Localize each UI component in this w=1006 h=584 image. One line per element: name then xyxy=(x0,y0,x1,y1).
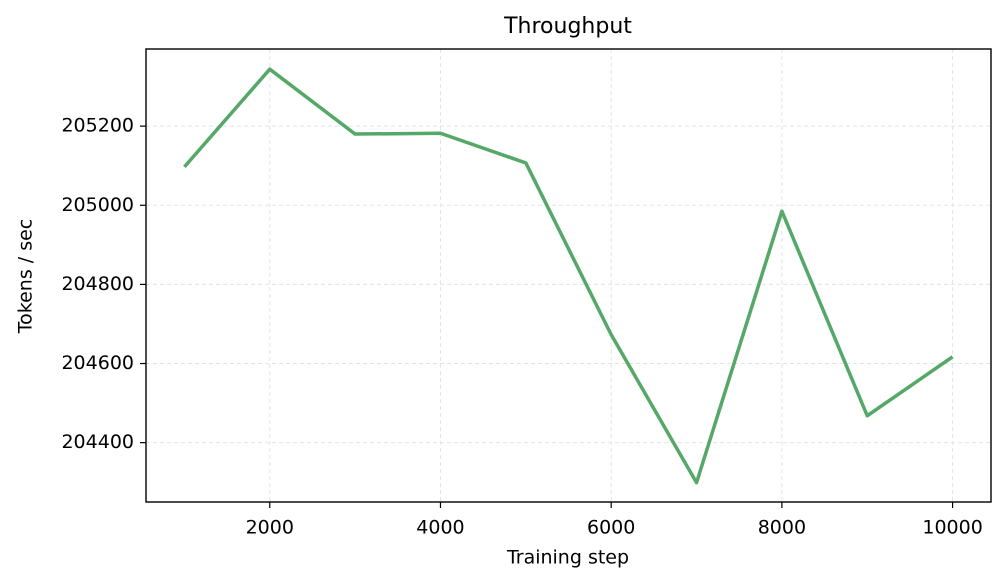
x-tick-label: 4000 xyxy=(416,517,464,539)
x-tick-label: 2000 xyxy=(246,517,294,539)
x-tick-label: 6000 xyxy=(587,517,635,539)
y-tick-label: 204600 xyxy=(61,352,134,374)
y-tick-label: 204800 xyxy=(61,273,134,295)
plot-frame xyxy=(145,48,992,503)
x-axis-label: Training step xyxy=(506,547,629,569)
chart-title: Throughput xyxy=(503,14,632,39)
x-tick-label: 8000 xyxy=(758,517,806,539)
x-tick-label: 10000 xyxy=(922,517,982,539)
data-line xyxy=(183,67,954,485)
y-tick-label: 205200 xyxy=(61,115,134,137)
y-axis-label: Tokens / sec xyxy=(15,219,37,334)
y-tick-label: 205000 xyxy=(61,194,134,216)
y-tick-label: 204400 xyxy=(61,431,134,453)
